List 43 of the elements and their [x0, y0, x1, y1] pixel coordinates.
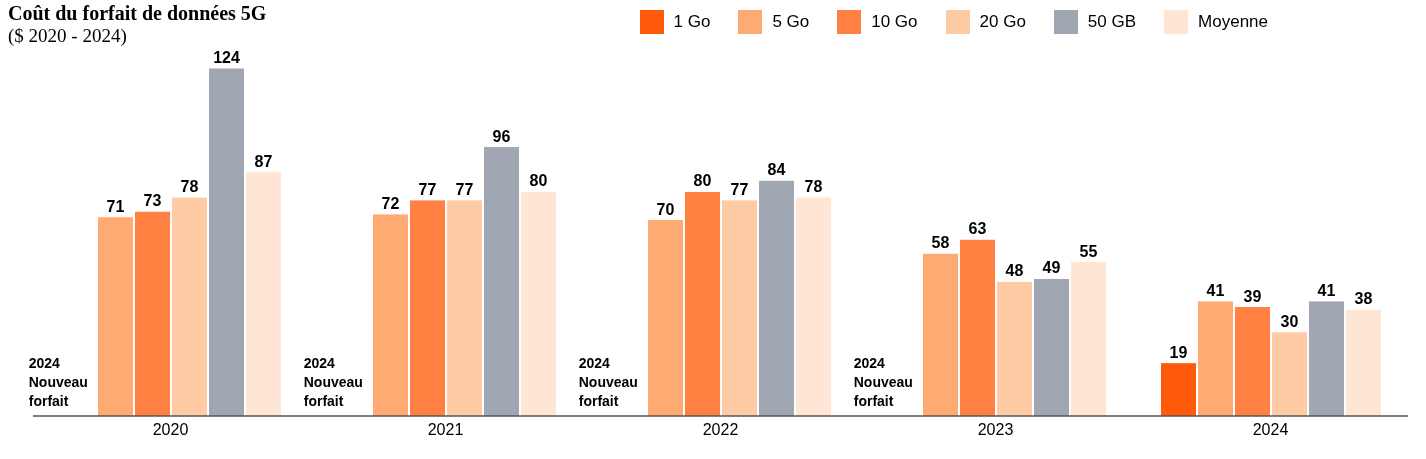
legend-label: 1 Go	[673, 12, 711, 32]
chart-subtitle: ($ 2020 - 2024)	[8, 25, 128, 47]
legend-label: 20 Go	[979, 12, 1026, 32]
annotation: 2024 Nouveau forfait	[28, 354, 89, 411]
legend-label: 5 Go	[772, 12, 810, 32]
data-label: 30	[1280, 312, 1299, 330]
data-label: 77	[730, 180, 749, 198]
data-label: 77	[418, 180, 437, 198]
data-label: 78	[180, 178, 199, 196]
data-label: 80	[529, 172, 548, 190]
data-label: 80	[693, 172, 712, 190]
annotation: 2024 Nouveau forfait	[303, 354, 364, 411]
data-label: 96	[492, 127, 511, 145]
data-label: 77	[455, 180, 474, 198]
legend-label: Moyenne	[1198, 12, 1268, 32]
data-label: 49	[1042, 259, 1061, 277]
data-label: 41	[1206, 281, 1225, 299]
data-label: 78	[804, 178, 823, 196]
data-label: 39	[1243, 287, 1262, 305]
annotation: 2024 Nouveau forfait	[578, 354, 639, 411]
x-tick-label: 2021	[427, 421, 464, 439]
data-label: 84	[767, 161, 786, 179]
x-tick-label: 2020	[152, 421, 189, 439]
data-label: 70	[656, 200, 675, 218]
data-label: 73	[143, 192, 162, 210]
x-tick-label: 2023	[977, 421, 1014, 439]
data-label: 63	[968, 220, 987, 238]
data-label: 124	[213, 49, 240, 66]
data-label: 87	[254, 152, 273, 170]
legend-label: 50 GB	[1087, 12, 1137, 32]
data-label: 71	[106, 197, 125, 215]
data-label: 19	[1169, 343, 1188, 361]
data-label: 41	[1317, 281, 1336, 299]
data-label: 55	[1079, 242, 1098, 260]
chart-title: Coût du forfait de données 5G	[8, 2, 267, 25]
data-label: 38	[1354, 290, 1373, 308]
x-tick-label: 2022	[702, 421, 739, 439]
x-tick-label: 2024	[1252, 421, 1289, 439]
legend-label: 10 Go	[871, 12, 918, 32]
data-label: 72	[381, 194, 400, 212]
annotation: 2024 Nouveau forfait	[853, 354, 914, 411]
data-label: 58	[931, 234, 950, 252]
data-label: 48	[1005, 262, 1024, 280]
